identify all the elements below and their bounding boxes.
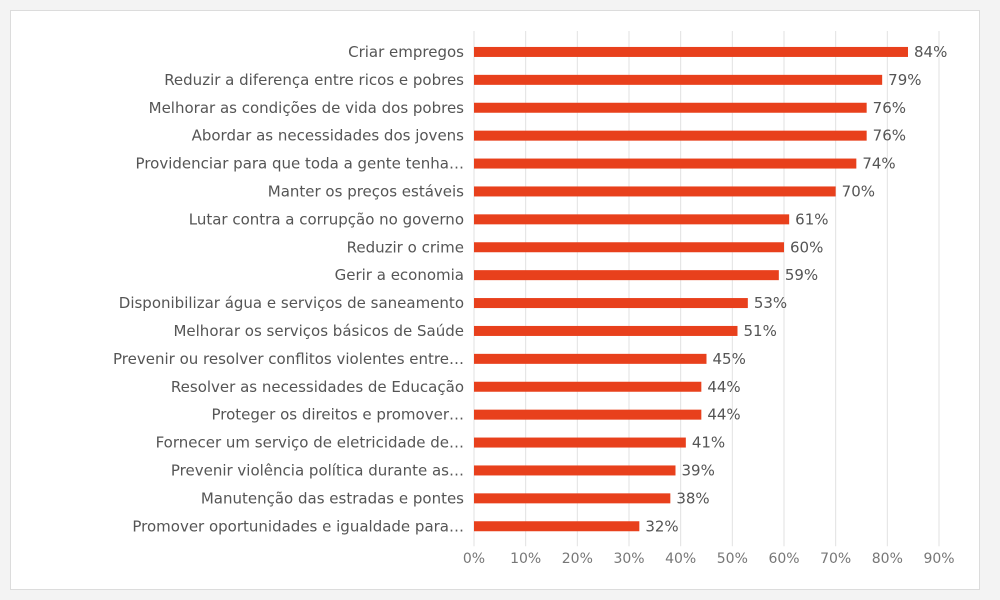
value-label: 51% bbox=[744, 322, 777, 340]
category-label: Lutar contra a corrupção no governo bbox=[189, 210, 464, 228]
bar bbox=[474, 298, 748, 309]
x-tick-label: 70% bbox=[820, 551, 851, 567]
value-label: 84% bbox=[914, 43, 947, 61]
grid-lines bbox=[473, 31, 940, 547]
bar bbox=[474, 158, 857, 169]
value-label: 61% bbox=[795, 210, 828, 228]
category-label: Prevenir ou resolver conflitos violentes… bbox=[113, 350, 464, 368]
category-label: Abordar as necessidades dos jovens bbox=[192, 127, 465, 145]
value-labels: 84% 79% 76% 76% 74% 70% 61% 60% 59% 53% 51% 45% 44% 4… bbox=[645, 43, 947, 535]
x-tick-label: 60% bbox=[768, 551, 799, 567]
category-label: Melhorar os serviços básicos de Saúde bbox=[173, 322, 464, 340]
category-label: Resolver as necessidades de Educação bbox=[171, 378, 464, 396]
x-tick-label: 30% bbox=[613, 551, 644, 567]
category-label: Reduzir a diferença entre ricos e pobres bbox=[164, 71, 464, 89]
x-tick-label: 40% bbox=[665, 551, 696, 567]
value-label: 53% bbox=[754, 294, 787, 312]
bar bbox=[474, 437, 686, 448]
value-label: 76% bbox=[873, 127, 906, 145]
value-label: 44% bbox=[707, 406, 740, 424]
value-label: 74% bbox=[862, 155, 895, 173]
bar bbox=[474, 325, 738, 336]
category-label: Disponibilizar água e serviços de saneam… bbox=[119, 294, 464, 312]
bar-chart: Criar empregos Reduzir a diferença entre … bbox=[113, 31, 955, 567]
category-label: Proteger os direitos e promover… bbox=[211, 406, 464, 424]
bar bbox=[474, 409, 702, 420]
bar bbox=[474, 465, 676, 476]
category-label: Manter os preços estáveis bbox=[268, 182, 464, 200]
x-tick-label: 10% bbox=[510, 551, 541, 567]
value-label: 41% bbox=[692, 434, 725, 452]
bar bbox=[474, 353, 707, 364]
bar bbox=[474, 521, 640, 532]
value-label: 44% bbox=[707, 378, 740, 396]
category-label: Prevenir violência política durante as… bbox=[171, 461, 464, 479]
category-label: Providenciar para que toda a gente tenha… bbox=[136, 155, 464, 173]
bar bbox=[474, 102, 867, 113]
x-tick-label: 90% bbox=[923, 551, 954, 567]
value-label: 59% bbox=[785, 266, 818, 284]
category-label: Reduzir o crime bbox=[347, 238, 464, 256]
category-labels: Criar empregos Reduzir a diferença entre … bbox=[113, 43, 464, 535]
value-label: 45% bbox=[713, 350, 746, 368]
value-label: 32% bbox=[645, 517, 678, 535]
x-tick-label: 80% bbox=[872, 551, 903, 567]
chart-card: Criar empregos Reduzir a diferença entre … bbox=[10, 10, 980, 590]
value-label: 79% bbox=[888, 71, 921, 89]
value-label: 76% bbox=[873, 99, 906, 117]
category-label: Melhorar as condições de vida dos pobres bbox=[149, 99, 465, 117]
bars bbox=[474, 46, 908, 532]
bar bbox=[474, 381, 702, 392]
x-axis-ticks: 0% 10% 20% 30% 40% 50% 60% 70% 80% 90% bbox=[463, 551, 955, 567]
category-label: Promover oportunidades e igualdade para… bbox=[132, 517, 464, 535]
x-tick-label: 0% bbox=[463, 551, 485, 567]
bar bbox=[474, 270, 779, 281]
category-label: Manutenção das estradas e pontes bbox=[201, 489, 464, 507]
category-label: Criar empregos bbox=[348, 43, 464, 61]
bar bbox=[474, 130, 867, 141]
bar bbox=[474, 186, 836, 197]
value-label: 39% bbox=[682, 461, 715, 479]
category-label: Gerir a economia bbox=[335, 266, 464, 284]
x-tick-label: 20% bbox=[562, 551, 593, 567]
bar bbox=[474, 214, 790, 225]
value-label: 60% bbox=[790, 238, 823, 256]
value-label: 70% bbox=[842, 182, 875, 200]
value-label: 38% bbox=[676, 489, 709, 507]
bar bbox=[474, 46, 908, 57]
x-tick-label: 50% bbox=[717, 551, 748, 567]
category-label: Fornecer um serviço de eletricidade de… bbox=[156, 434, 464, 452]
bar bbox=[474, 493, 671, 504]
bar bbox=[474, 74, 883, 85]
bar bbox=[474, 242, 784, 253]
